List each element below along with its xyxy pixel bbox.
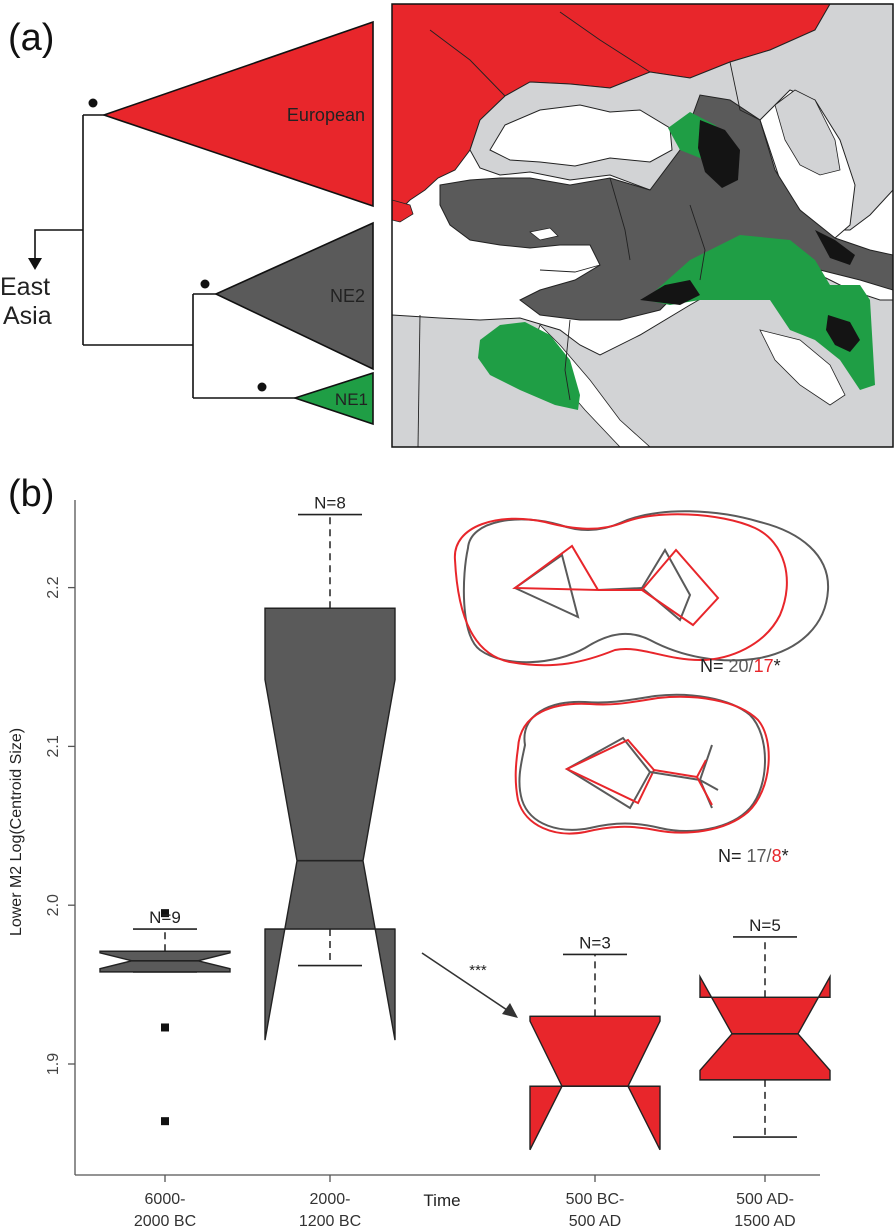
- clade-ne2-triangle: [214, 221, 374, 371]
- inset2-n-star: *: [782, 846, 789, 866]
- inset2-n-sep: /: [767, 846, 772, 866]
- inset1-n-sep: /: [749, 656, 754, 676]
- x-axis-tick-labels: 6000- 2000 BC 2000- 1200 BC 500 BC- 500 AD 500…: [134, 1175, 796, 1230]
- map-border-1: [609, 177, 631, 261]
- x-tick-label-line1: 2000-: [310, 1191, 351, 1208]
- map-cyprus: [529, 227, 559, 241]
- map-overlap-iran: [826, 315, 860, 352]
- outgroup-arrowhead: [28, 258, 42, 270]
- map-border-4: [564, 319, 571, 401]
- significance-label: ***: [469, 962, 487, 979]
- outlier-point: [161, 1023, 169, 1032]
- inset2-n-prefix: N=: [718, 846, 747, 866]
- x-tick-label-line2: 500 AD: [569, 1213, 621, 1230]
- map-region-european-south: [392, 199, 414, 223]
- landmark-red-left: [512, 544, 600, 592]
- phylogenetic-tree: European NE2 NE1 East Asia: [0, 20, 374, 426]
- outlier-point: [161, 1117, 169, 1126]
- landmark2-red-left: [564, 738, 656, 805]
- box-body: [529, 1015, 661, 1151]
- landmark2-red-right: [653, 759, 713, 806]
- y-tick-label: 1.9: [45, 1053, 62, 1075]
- x-tick-label-line1: 500 AD-: [736, 1191, 794, 1208]
- inset2-n-red: 8: [772, 846, 782, 866]
- n-label: N=8: [314, 494, 346, 513]
- outline2-gray: [518, 693, 766, 832]
- node-dot-european: [88, 98, 98, 108]
- inset2-n-gray: 17: [747, 846, 767, 866]
- box-group: N=9: [99, 908, 231, 1126]
- x-tick-label-line2: 1500 AD: [734, 1213, 795, 1230]
- outgroup-label-line2: Asia: [3, 302, 52, 330]
- map-region-ne1-levant: [478, 322, 580, 410]
- x-axis-title: Time: [423, 1191, 460, 1210]
- map-border-7: [559, 11, 651, 73]
- shape-inset-1: N= 20/17*: [453, 510, 830, 676]
- significance-arrow: [421, 952, 511, 1013]
- map-overlap-zagros: [640, 280, 700, 305]
- n-label: N=3: [579, 933, 611, 952]
- landmark-gray-right: [640, 548, 692, 622]
- outgroup-label-line1: East: [0, 273, 50, 301]
- inset1-n-prefix: N=: [700, 656, 729, 676]
- panel-a-label: (a): [8, 17, 54, 59]
- map-border-6: [729, 61, 761, 121]
- node-dot-ne1: [257, 382, 267, 392]
- clade-label-european: European: [287, 105, 365, 125]
- svg-text:N= 20/17*: N= 20/17*: [700, 656, 781, 676]
- map-overlap-caucasus: [698, 120, 740, 188]
- boxplot-chart: 1.9 2.0 2.1 2.2 Lower M2 Log(Centroid Size)…: [8, 494, 831, 1230]
- outgroup-branch: [34, 229, 83, 262]
- y-tick-label: 2.1: [45, 735, 62, 757]
- significance-arrowhead: [502, 1003, 518, 1018]
- clade-label-ne2: NE2: [330, 286, 365, 306]
- map-border-3: [539, 264, 601, 273]
- map-region-ne1-mesopotamia: [645, 235, 875, 390]
- n-label: N=9: [149, 908, 181, 927]
- y-tick-label: 2.0: [45, 894, 62, 916]
- box-group: N=3: [529, 933, 661, 1151]
- outline-red: [453, 513, 788, 667]
- outline2-red: [514, 695, 770, 835]
- map-border-5: [417, 314, 421, 447]
- outline-gray: [462, 510, 830, 664]
- x-tick-label-line2: 2000 BC: [134, 1213, 196, 1230]
- distribution-map: [391, 3, 894, 448]
- map-persian-gulf: [759, 329, 846, 406]
- map-black-sea: [489, 104, 673, 167]
- inset1-n-star: *: [774, 656, 781, 676]
- landmark-red-right: [640, 548, 720, 627]
- shape-inset-2: N= 17/8*: [514, 693, 789, 866]
- node-dot-ne2: [200, 279, 210, 289]
- x-tick-label-line1: 6000-: [145, 1191, 186, 1208]
- box-body: [264, 607, 396, 1041]
- box-series: N=9N=8N=3N=5: [99, 494, 831, 1151]
- clade-european-triangle: [101, 20, 374, 208]
- panel-b-label: (b): [8, 473, 54, 515]
- map-frame: [391, 3, 894, 448]
- inset1-n-gray: 20: [729, 656, 749, 676]
- map-border-8: [429, 29, 506, 97]
- clade-label-ne1: NE1: [335, 390, 368, 409]
- x-tick-label-line1: 500 BC-: [566, 1191, 625, 1208]
- y-axis-title: Lower M2 Log(Centroid Size): [8, 728, 25, 936]
- x-tick-label-line2: 1200 BC: [299, 1213, 361, 1230]
- outlier-point: [161, 909, 169, 918]
- y-axis-ticks: 1.9 2.0 2.1 2.2: [45, 576, 75, 1075]
- map-overlap-caspian-south: [815, 230, 855, 265]
- y-tick-label: 2.2: [45, 576, 62, 598]
- svg-text:N= 17/8*: N= 17/8*: [718, 846, 789, 866]
- box-group: N=5: [699, 916, 831, 1138]
- clade-ne1-triangle: [292, 371, 374, 426]
- box-group: N=8: [264, 494, 396, 1041]
- map-border-2: [689, 204, 706, 281]
- map-land-caspian: [774, 89, 841, 176]
- n-label: N=5: [749, 916, 781, 935]
- inset1-n-red: 17: [754, 656, 774, 676]
